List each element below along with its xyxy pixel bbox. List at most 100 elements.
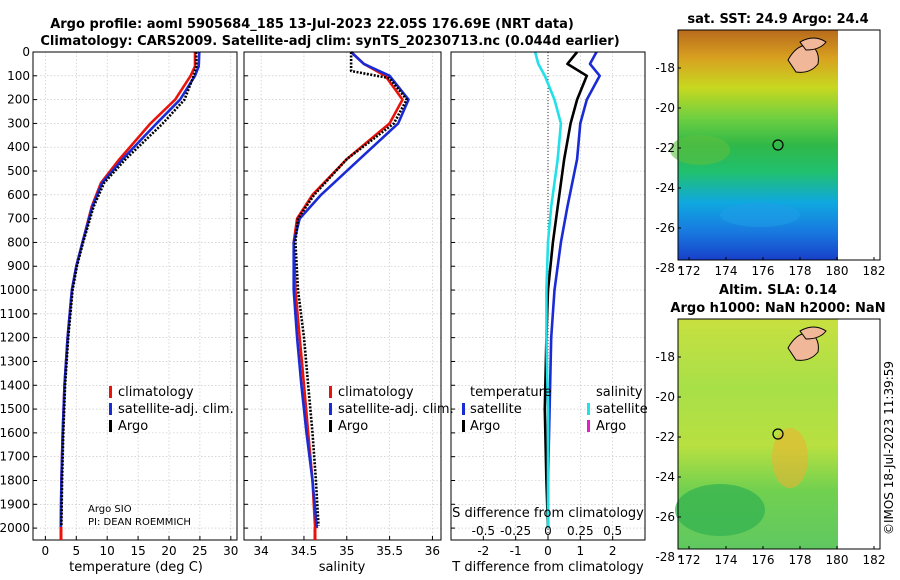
x-tick-label: -2 (477, 544, 489, 558)
sst-patch (720, 203, 800, 227)
lon-tick-label: 172 (678, 264, 701, 278)
lon-tick-label: 178 (789, 264, 812, 278)
temperature-panel: 0 5 10 15 20 25 300100200300400500600700800900… (0, 45, 238, 558)
y-tick-label: 2000 (0, 521, 30, 535)
salinity-panel: 34 34.5 35 35.5 36 (243, 51, 442, 558)
salinity-xlabel: salinity (319, 560, 366, 575)
y-tick-label: 400 (7, 140, 30, 154)
sst-patch (670, 135, 730, 165)
sst-title: sat. SST: 24.9 Argo: 24.4 (687, 12, 868, 27)
legend-label-t-satellite: satellite (470, 402, 522, 417)
y-tick-label: 1700 (0, 450, 30, 464)
legend-label-t-argo: Argo (470, 419, 500, 434)
x-tick-label: 36 (425, 544, 440, 558)
main-title-line2: Climatology: CARS2009. Satellite-adj cli… (40, 34, 619, 49)
lon-tick-label: 176 (752, 264, 775, 278)
y-tick-label: 100 (7, 69, 30, 83)
attribution-line1: Argo SIO (88, 504, 132, 515)
x-tick-label: 0 (42, 544, 50, 558)
y-tick-label: 900 (7, 259, 30, 273)
lat-tick-label: -24 (655, 470, 675, 484)
x2-tick-label: 0.25 (567, 524, 594, 538)
legend-swatch-t-argo (462, 420, 465, 432)
lon-tick-label: 180 (826, 264, 849, 278)
sdiff-xlabel: S difference from climatology (452, 506, 644, 521)
sla-title-line1: Altim. SLA: 0.14 (719, 283, 837, 298)
legend-swatch-climatology (109, 386, 112, 398)
sst-map: 172 174 176 178 180 182 -18 -20 -22 -24 -26 -28 (655, 29, 885, 278)
y-tick-label: 1200 (0, 331, 30, 345)
y-tick-label: 1900 (0, 497, 30, 511)
main-title-line1: Argo profile: aoml 5905684_185 13-Jul-20… (50, 17, 574, 32)
series-temperature-satellite (546, 51, 602, 529)
x-tick-label: 0 (544, 544, 552, 558)
legend-label-satellite: satellite-adj. clim. (118, 402, 234, 417)
legend-swatch-argo (109, 420, 112, 432)
legend-swatch-satellite (109, 403, 112, 415)
lat-tick-label: -24 (655, 181, 675, 195)
legend-swatch-t-satellite (462, 403, 465, 415)
sla-map: 172 174 176 178 180 182 -18 -20 -22 -24 -26 -28 (655, 318, 885, 567)
sla-nodata (838, 319, 880, 549)
lat-tick-label: -22 (655, 141, 675, 155)
lat-tick-label: -26 (655, 510, 675, 524)
x-tick-label: 35.5 (376, 544, 403, 558)
legend-swatch-climatology (329, 386, 332, 398)
argo-float-marker (772, 139, 784, 151)
sla-ticks: 172 174 176 178 180 182 -18 -20 -22 -24 -26 -28 (655, 350, 885, 567)
x-tick-label: 15 (130, 544, 145, 558)
lat-tick-label: -20 (655, 390, 675, 404)
legend-label-climatology: climatology (338, 385, 414, 400)
lat-tick-label: -28 (655, 550, 675, 564)
sst-ticks: 172 174 176 178 180 182 -18 -20 -22 -24 -26 -28 (655, 61, 885, 278)
lon-tick-label: 180 (826, 553, 849, 567)
y-tick-label: 1400 (0, 378, 30, 392)
x2-tick-label: 0 (544, 524, 552, 538)
y-tick-label: 1800 (0, 473, 30, 487)
sla-frame (677, 318, 881, 550)
series-argo (294, 52, 409, 526)
legend-swatch-satellite (329, 403, 332, 415)
legend-label-s-satellite: satellite (596, 402, 648, 417)
legend-label-argo: Argo (338, 419, 368, 434)
legend-header-salinity: salinity (596, 385, 643, 400)
sst-frame (677, 29, 881, 261)
series-salinity-satellite (533, 51, 563, 529)
difference-legend: temperature salinity satellite Argo sate… (462, 385, 648, 434)
lon-tick-label: 174 (715, 264, 738, 278)
sla-patch (772, 428, 808, 488)
x-tick-label: 35 (339, 544, 354, 558)
series-satellite-adj-clim- (292, 51, 410, 529)
difference-panel: -2 -1 0 1 2 -0.5 -0.25 0 0.25 0.5 (450, 51, 646, 558)
fiji-island (799, 326, 827, 340)
fiji-island (787, 332, 819, 361)
x-tick-label: 2 (609, 544, 617, 558)
y-tick-label: 1000 (0, 283, 30, 297)
x-tick-label: 20 (161, 544, 176, 558)
series-satellite-adj-clim- (59, 51, 201, 529)
y-tick-label: 1300 (0, 354, 30, 368)
axes-frame (32, 51, 238, 541)
legend-label-satellite: satellite-adj. clim. (338, 402, 454, 417)
y-tick-label: 1600 (0, 426, 30, 440)
y-tick-label: 600 (7, 188, 30, 202)
lon-tick-label: 172 (678, 553, 701, 567)
lon-tick-label: 182 (863, 553, 886, 567)
legend-header-temperature: temperature (470, 385, 552, 400)
x2-tick-label: -0.25 (500, 524, 531, 538)
x2-tick-label: 0.5 (603, 524, 622, 538)
series-argo (60, 52, 198, 526)
lon-tick-label: 176 (752, 553, 775, 567)
axes-frame (243, 51, 442, 541)
salinity-legend: climatology satellite-adj. clim. Argo (329, 385, 454, 434)
x-tick-label: 25 (192, 544, 207, 558)
y-tick-label: 1100 (0, 307, 30, 321)
imos-watermark: ©IMOS 18-Jul-2023 11:39:59 (882, 361, 896, 535)
x-tick-label: 5 (72, 544, 80, 558)
series-temperature-argo (543, 51, 589, 529)
x-tick-label: 34 (253, 544, 268, 558)
x-tick-label: -1 (510, 544, 522, 558)
lat-tick-label: -28 (655, 261, 675, 275)
y-tick-label: 1500 (0, 402, 30, 416)
y-tick-label: 300 (7, 116, 30, 130)
